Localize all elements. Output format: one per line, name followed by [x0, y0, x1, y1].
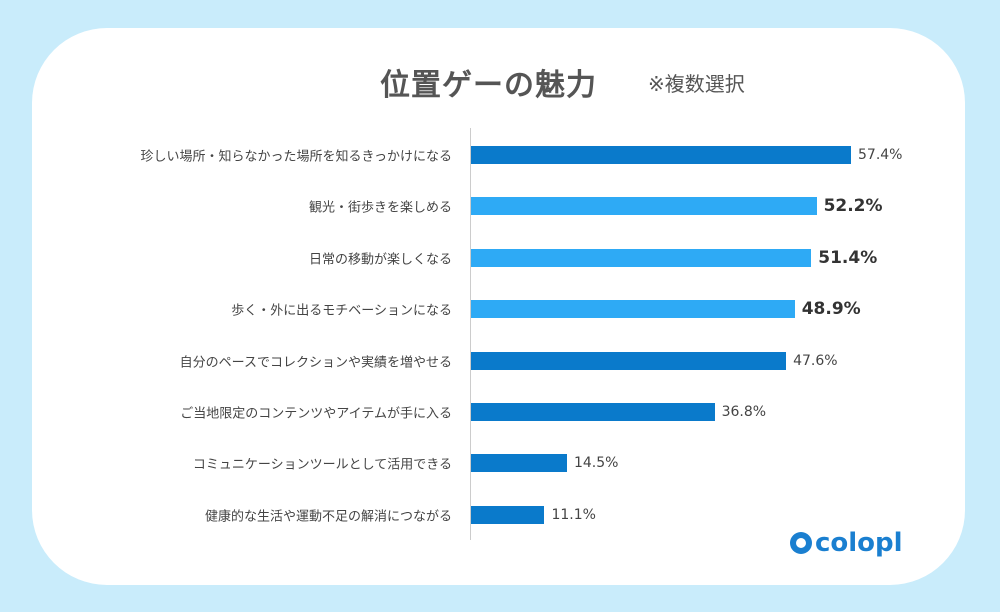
value-label: 47.6% — [793, 352, 838, 369]
category-label: ご当地限定のコンテンツやアイテムが手に入る — [180, 406, 452, 422]
value-label: 36.8% — [721, 404, 767, 420]
category-label: 日常の移動が楽しくなる — [308, 252, 452, 268]
logo-text: colopl — [815, 528, 903, 558]
bar — [471, 248, 812, 267]
bar — [471, 351, 787, 370]
bar — [471, 454, 567, 473]
bar — [471, 300, 795, 319]
category-label: 観光・街歩きを楽しめる — [308, 200, 452, 216]
category-label: 歩く・外に出るモチベーションになる — [231, 303, 452, 319]
chart-title: 位置ゲーの魅力 — [380, 68, 597, 103]
y-axis-line — [470, 128, 471, 540]
bear-mascot-icon — [790, 532, 812, 554]
colopl-logo: colopl — [790, 528, 903, 558]
category-label: 珍しい場所・知らなかった場所を知るきっかけになる — [140, 149, 452, 165]
category-label: 自分のペースでコレクションや実績を増やせる — [179, 355, 452, 371]
value-label: 14.5% — [573, 455, 619, 472]
value-label: 48.9% — [801, 299, 861, 320]
value-label: 11.1% — [551, 506, 596, 523]
bar — [471, 505, 545, 524]
category-label: 健康的な生活や運動不足の解消につながる — [204, 509, 452, 525]
category-label: コミュニケーションツールとして活用できる — [192, 457, 452, 473]
value-label: 52.2% — [823, 196, 883, 217]
bar — [471, 403, 715, 421]
value-label: 57.4% — [858, 147, 903, 163]
value-label: 51.4% — [818, 247, 878, 268]
chart-subtitle: ※複数選択 — [648, 72, 745, 96]
bar — [471, 197, 817, 216]
bar — [471, 146, 851, 164]
